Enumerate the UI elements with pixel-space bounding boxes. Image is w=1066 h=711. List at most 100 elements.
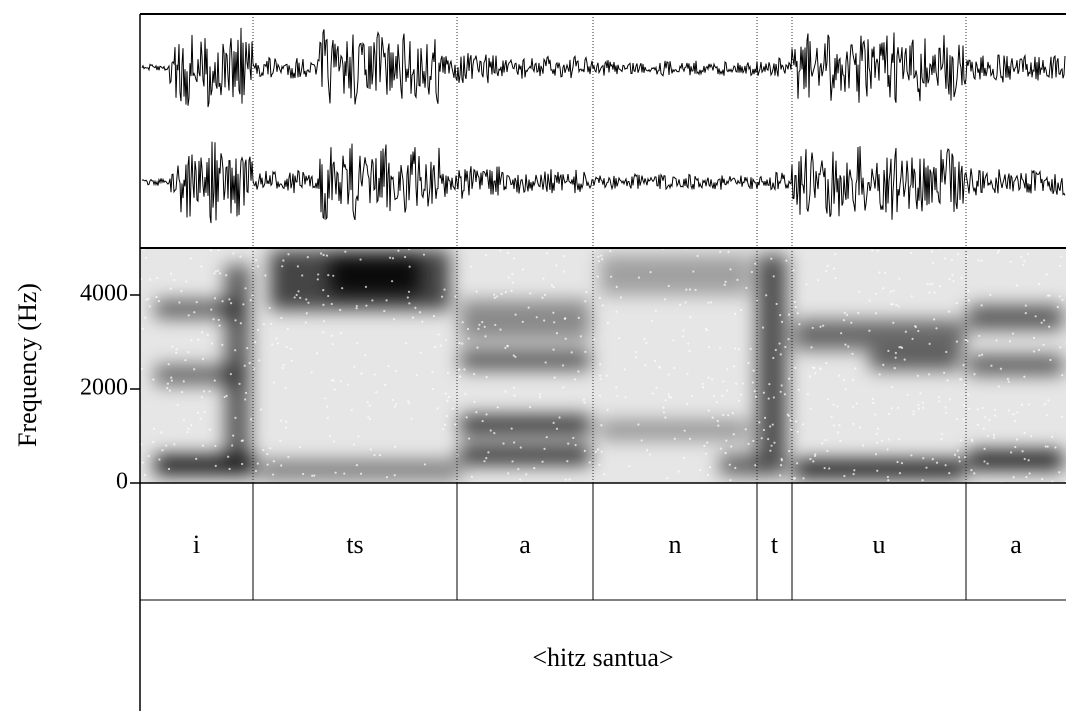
noise-dot — [814, 455, 816, 457]
noise-dot — [938, 396, 940, 398]
noise-dot — [785, 260, 787, 262]
noise-dot — [977, 259, 979, 261]
noise-dot — [458, 342, 460, 344]
noise-dot — [149, 279, 151, 281]
noise-dot — [572, 437, 574, 439]
noise-dot — [600, 451, 602, 453]
noise-dot — [232, 252, 234, 254]
noise-dot — [773, 396, 775, 398]
noise-dot — [147, 298, 149, 300]
noise-dot — [287, 456, 289, 458]
noise-dot — [747, 362, 749, 364]
noise-dot — [963, 418, 965, 420]
noise-dot — [672, 339, 674, 341]
noise-dot — [190, 257, 192, 259]
noise-dot — [713, 395, 715, 397]
noise-dot — [204, 411, 206, 413]
noise-dot — [597, 276, 599, 278]
noise-dot — [733, 365, 735, 367]
noise-dot — [214, 379, 216, 381]
noise-dot — [1010, 261, 1012, 263]
noise-dot — [142, 461, 144, 463]
noise-dot — [932, 458, 934, 460]
noise-dot — [679, 304, 681, 306]
noise-dot — [752, 381, 754, 383]
noise-dot — [552, 349, 554, 351]
noise-dot — [284, 387, 286, 389]
noise-dot — [165, 444, 167, 446]
noise-dot — [339, 309, 341, 311]
noise-dot — [486, 376, 488, 378]
interval-label: t — [771, 530, 779, 559]
noise-dot — [215, 465, 217, 467]
noise-dot — [624, 396, 626, 398]
noise-dot — [851, 353, 853, 355]
noise-dot — [968, 299, 970, 301]
noise-dot — [412, 317, 414, 319]
noise-dot — [241, 463, 243, 465]
noise-dot — [448, 396, 450, 398]
noise-dot — [983, 460, 985, 462]
noise-dot — [522, 321, 524, 323]
noise-dot — [957, 449, 959, 451]
noise-dot — [481, 321, 483, 323]
noise-dot — [291, 360, 293, 362]
noise-dot — [635, 351, 637, 353]
noise-dot — [171, 380, 173, 382]
noise-dot — [156, 277, 158, 279]
noise-dot — [810, 346, 812, 348]
noise-dot — [210, 249, 212, 251]
noise-dot — [207, 334, 209, 336]
noise-dot — [431, 371, 433, 373]
noise-dot — [734, 467, 736, 469]
noise-dot — [541, 297, 543, 299]
noise-dot — [598, 260, 600, 262]
noise-dot — [1014, 446, 1016, 448]
noise-dot — [836, 405, 838, 407]
y-tick-label: 0 — [116, 469, 128, 495]
noise-dot — [655, 387, 657, 389]
noise-dot — [250, 418, 252, 420]
noise-dot — [217, 249, 219, 251]
noise-dot — [477, 328, 479, 330]
noise-dot — [567, 443, 569, 445]
noise-dot — [940, 438, 942, 440]
noise-dot — [273, 381, 275, 383]
noise-dot — [305, 322, 307, 324]
noise-dot — [209, 429, 211, 431]
noise-dot — [1027, 253, 1029, 255]
noise-dot — [190, 339, 192, 341]
noise-dot — [496, 295, 498, 297]
noise-dot — [141, 368, 143, 370]
noise-dot — [327, 274, 329, 276]
noise-dot — [478, 324, 480, 326]
noise-dot — [827, 265, 829, 267]
noise-dot — [153, 428, 155, 430]
noise-dot — [484, 335, 486, 337]
noise-dot — [186, 431, 188, 433]
noise-dot — [282, 367, 284, 369]
noise-dot — [483, 460, 485, 462]
noise-dot — [998, 250, 1000, 252]
noise-dot — [895, 357, 897, 359]
noise-dot — [369, 404, 371, 406]
noise-dot — [1024, 458, 1026, 460]
noise-dot — [981, 304, 983, 306]
noise-dot — [687, 342, 689, 344]
noise-dot — [901, 462, 903, 464]
noise-dot — [747, 443, 749, 445]
noise-dot — [353, 443, 355, 445]
noise-dot — [826, 450, 828, 452]
noise-dot — [780, 353, 782, 355]
noise-dot — [844, 312, 846, 314]
noise-dot — [963, 404, 965, 406]
noise-dot — [545, 361, 547, 363]
noise-dot — [285, 346, 287, 348]
noise-dot — [575, 444, 577, 446]
noise-dot — [910, 252, 912, 254]
noise-dot — [769, 425, 771, 427]
noise-dot — [387, 365, 389, 367]
noise-dot — [729, 464, 731, 466]
noise-dot — [719, 347, 721, 349]
noise-dot — [898, 278, 900, 280]
